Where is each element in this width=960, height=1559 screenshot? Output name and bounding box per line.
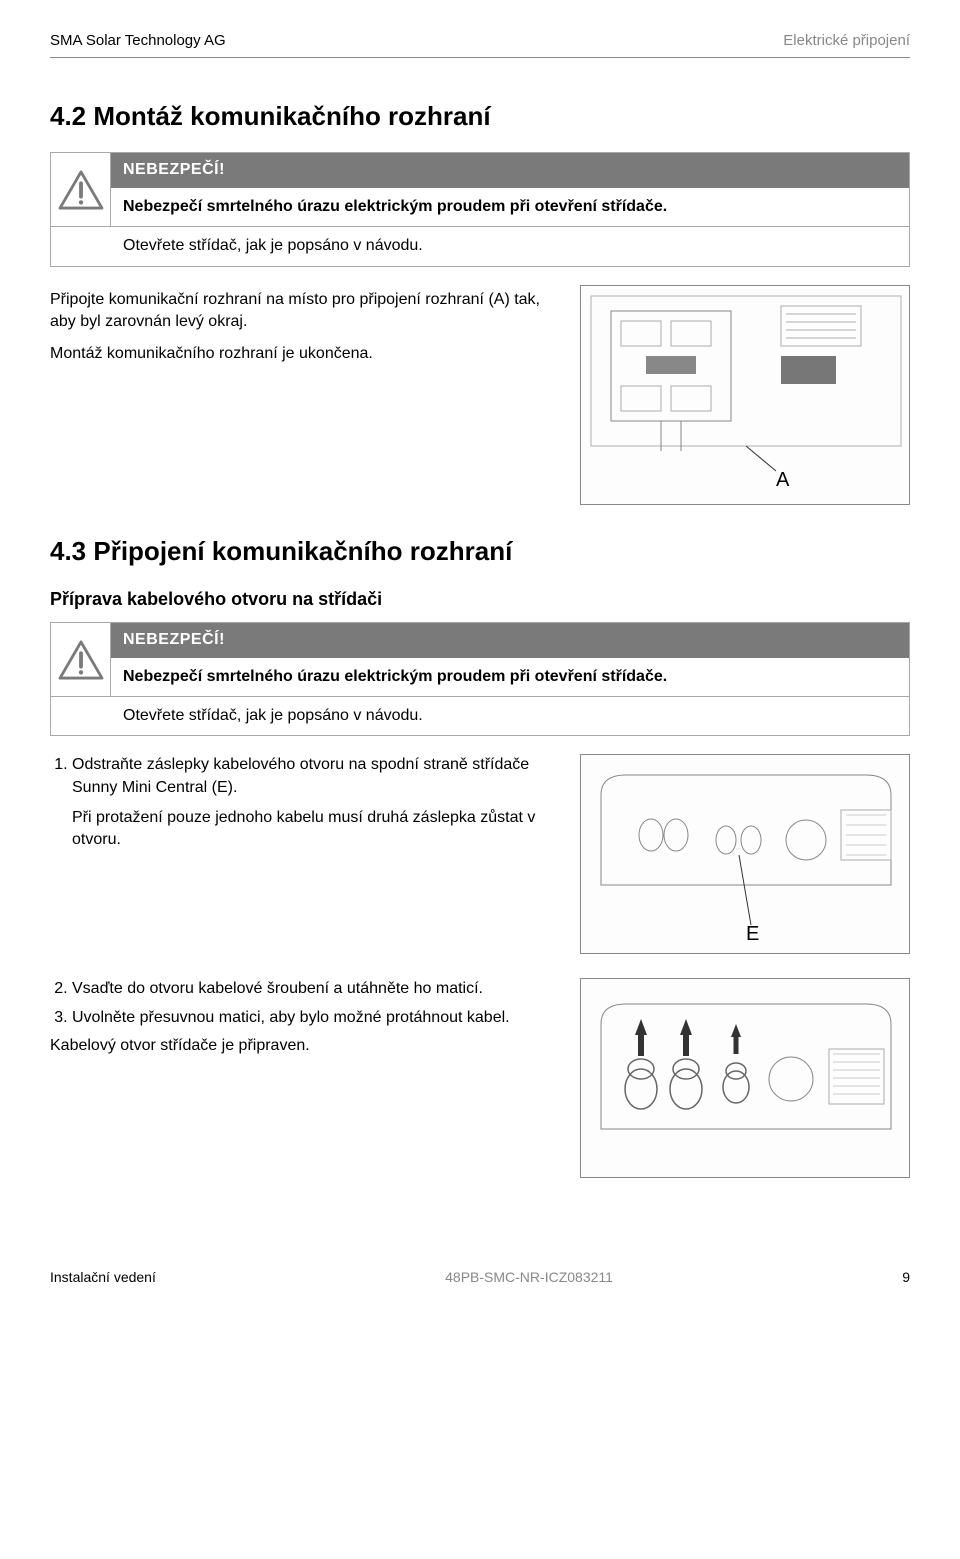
step-1-text: Odstraňte záslepky kabelového otvoru na … bbox=[72, 756, 529, 795]
figure-43a-label-e: E bbox=[746, 920, 759, 948]
paragraph-42-2: Montáž komunikačního rozhraní je ukončen… bbox=[50, 343, 556, 365]
header-company: SMA Solar Technology AG bbox=[50, 30, 226, 51]
paragraph-42-1: Připojte komunikační rozhraní na místo p… bbox=[50, 289, 556, 334]
footer-page-number: 9 bbox=[902, 1268, 910, 1288]
figure-4-2: A bbox=[580, 285, 910, 505]
page-header: SMA Solar Technology AG Elektrické připo… bbox=[50, 30, 910, 58]
paragraph-43-end: Kabelový otvor střídače je připraven. bbox=[50, 1035, 556, 1057]
warning-triangle-icon bbox=[51, 153, 111, 226]
warning-triangle-icon bbox=[51, 623, 111, 696]
heading-4-3: 4.3 Připojení komunikačního rozhraní bbox=[50, 533, 910, 569]
step-1b-text: Při protažení pouze jednoho kabelu musí … bbox=[72, 807, 556, 852]
page-footer: Instalační vedení 48PB-SMC-NR-ICZ083211 … bbox=[50, 1268, 910, 1288]
heading-4-2: 4.2 Montáž komunikačního rozhraní bbox=[50, 98, 910, 134]
warning-title-2: NEBEZPEČÍ! bbox=[111, 623, 909, 657]
figure-4-3-b bbox=[580, 978, 910, 1178]
warning-body-2: Otevřete střídač, jak je popsáno v návod… bbox=[51, 696, 909, 735]
step-1: Odstraňte záslepky kabelového otvoru na … bbox=[72, 754, 556, 852]
step-2: Vsaďte do otvoru kabelové šroubení a utá… bbox=[72, 978, 556, 1000]
figure-4-3-a: E bbox=[580, 754, 910, 954]
warning-title-1: NEBEZPEČÍ! bbox=[111, 153, 909, 187]
subheading-4-3: Příprava kabelového otvoru na střídači bbox=[50, 587, 910, 612]
warning-subtitle-2: Nebezpečí smrtelného úrazu elektrickým p… bbox=[111, 658, 909, 696]
footer-mid: 48PB-SMC-NR-ICZ083211 bbox=[445, 1268, 613, 1288]
step-3: Uvolněte přesuvnou matici, aby bylo možn… bbox=[72, 1007, 556, 1029]
footer-left: Instalační vedení bbox=[50, 1268, 156, 1288]
warning-box-1: NEBEZPEČÍ! Nebezpečí smrtelného úrazu el… bbox=[50, 152, 910, 266]
warning-body-1: Otevřete střídač, jak je popsáno v návod… bbox=[51, 226, 909, 265]
warning-box-2: NEBEZPEČÍ! Nebezpečí smrtelného úrazu el… bbox=[50, 622, 910, 736]
header-section: Elektrické připojení bbox=[783, 30, 910, 51]
warning-subtitle-1: Nebezpečí smrtelného úrazu elektrickým p… bbox=[111, 188, 909, 226]
figure-42-label-a: A bbox=[776, 466, 789, 494]
